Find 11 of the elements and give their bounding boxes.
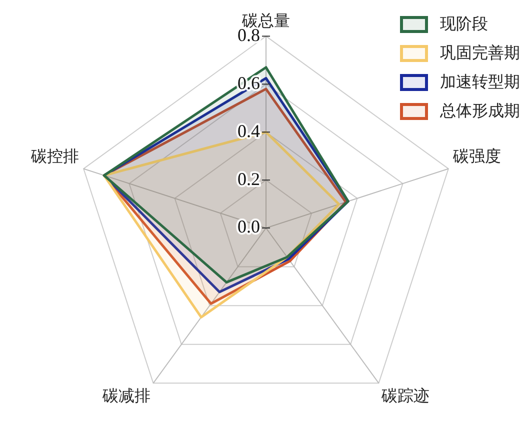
legend-label: 巩固完善期 bbox=[440, 43, 520, 64]
y-tick-label: 0.4 bbox=[238, 120, 260, 141]
legend-label: 加速转型期 bbox=[440, 72, 520, 93]
spoke-label: 碳踪迹 bbox=[380, 386, 430, 405]
spoke-label: 碳减排 bbox=[101, 386, 150, 405]
legend-label: 总体形成期 bbox=[440, 101, 520, 122]
legend-label: 现阶段 bbox=[440, 14, 488, 35]
spoke-label: 碳控排 bbox=[30, 146, 79, 166]
y-tick-label: 0.2 bbox=[238, 168, 260, 189]
y-tick-label: 0.0 bbox=[238, 216, 260, 237]
spoke-label: 碳强度 bbox=[452, 146, 502, 166]
